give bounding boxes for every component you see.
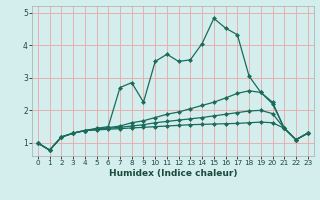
X-axis label: Humidex (Indice chaleur): Humidex (Indice chaleur) [108,169,237,178]
